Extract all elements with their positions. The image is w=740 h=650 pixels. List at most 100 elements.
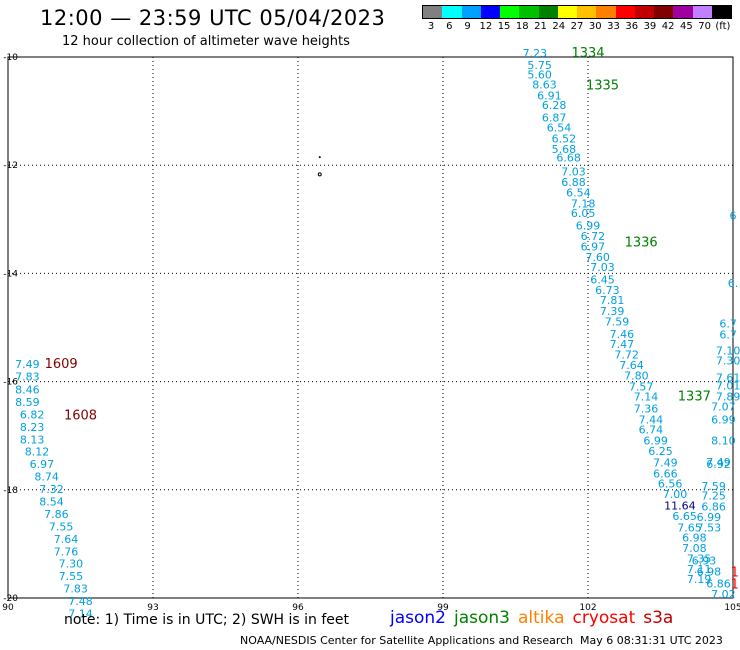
swh-value-label: 7.57	[629, 380, 654, 393]
swh-value-label: 6.7	[719, 318, 737, 331]
scale-color-box	[519, 6, 539, 18]
swh-value-label: 7.07	[711, 400, 736, 413]
swh-value-label: 7.39	[600, 305, 625, 318]
swh-value-label: 7.46	[610, 328, 635, 341]
swh-value-label: 7.03	[561, 165, 586, 178]
swh-value-label: 6.54	[566, 187, 591, 200]
swh-value-label: 7.23	[523, 47, 548, 60]
scale-color-box	[557, 6, 577, 18]
scale-color-box	[692, 6, 712, 18]
swh-value-label: 8.23	[20, 421, 45, 434]
scale-label: 70	[698, 21, 711, 32]
swh-value-label: 7.80	[624, 369, 649, 382]
scale-label: 30	[588, 21, 602, 32]
scale-label: 12	[479, 21, 493, 32]
pass-number-label: 1609	[45, 357, 78, 372]
swh-value-label: 7.18	[571, 197, 596, 210]
lat-tick-label: -16	[3, 378, 18, 388]
swh-value-label: 7.36	[634, 402, 659, 415]
swh-value-label: 7.59	[701, 480, 726, 493]
swh-value-label: 7.61	[716, 372, 740, 385]
swh-value-label: 6.28	[542, 99, 567, 112]
swh-value-label: 6.92	[706, 458, 731, 471]
lat-tick-label: -12	[3, 161, 18, 171]
swh-value-label: 6	[730, 209, 737, 222]
swh-value-label: 7.00	[663, 488, 688, 501]
swh-value-label: 7.03	[590, 261, 615, 274]
swh-value-label: 7.49	[653, 457, 678, 470]
swh-value-label: 8.54	[39, 495, 64, 508]
swh-value-label: 7.30	[59, 558, 84, 571]
swh-value-label: 7.19	[687, 573, 712, 586]
swh-value-label: 6.65	[672, 510, 697, 523]
swh-value-label: 7.60	[585, 251, 610, 264]
scale-label: 33	[607, 21, 620, 32]
map-subtitle: 12 hour collection of altimeter wave hei…	[62, 34, 350, 49]
swh-value-label: 7.86	[44, 508, 69, 521]
scale-label: 6	[446, 21, 453, 32]
swh-value-label: 6.98	[697, 565, 722, 578]
map-frame	[7, 56, 734, 599]
lat-tick-label: -10	[3, 53, 18, 63]
swh-value-label: 6.99	[643, 434, 668, 447]
swh-value-label: 8.46	[15, 384, 40, 397]
swh-value-label: 7.32	[39, 483, 64, 496]
pass-number-label: 1337	[678, 390, 711, 405]
swh-value-label: 7.48	[68, 595, 93, 608]
swh-value-label: 7.02	[711, 588, 736, 601]
swh-value-label: 6.98	[682, 532, 707, 545]
scale-label: 45	[680, 21, 693, 32]
scale-color-box	[615, 6, 635, 18]
pass-number-label: 1334	[571, 46, 604, 61]
scale-color-box	[480, 6, 500, 18]
swh-value-label: 7.64	[54, 533, 79, 546]
satellite-legend-jason2: jason2	[390, 608, 446, 628]
swh-value-label: 8.13	[20, 433, 45, 446]
swh-value-label: 7.72	[614, 348, 639, 361]
swh-value-label: 6.97	[30, 458, 55, 471]
scale-label: 3	[427, 21, 435, 32]
cryosat-partial-label: 1	[731, 577, 739, 592]
lon-tick-label: 102	[579, 603, 596, 613]
swh-value-label: 6.82	[20, 408, 45, 421]
swh-value-label: 7.49	[706, 456, 731, 469]
footer-note: note: 1) Time is in UTC; 2) SWH is in fe…	[64, 612, 350, 628]
lat-tick-label: -14	[3, 269, 18, 279]
swh-value-label: 7.11	[687, 563, 712, 576]
lon-tick-label: 105	[724, 603, 740, 613]
swh-value-label: 6.86	[701, 500, 726, 513]
color-scale-labels: 3 6 9 12 15 18 21 24 27 30 33 36 39 42 45 70 (ft)	[422, 21, 732, 32]
credit-text: NOAA/NESDIS Center for Satellite Applica…	[240, 634, 574, 647]
wave-height-color-scale: 3 6 9 12 15 18 21 24 27 30 33 36 39 42 45 70 (ft)	[422, 5, 732, 35]
swh-value-label: 7.08	[682, 542, 707, 555]
lon-tick-label: 93	[147, 603, 158, 613]
satellite-legend-s3a: s3a	[643, 608, 674, 628]
swh-value-label: 7.55	[49, 520, 74, 533]
swh-value-label: 6.73	[595, 284, 620, 297]
swh-value-label: 6.87	[542, 111, 567, 124]
swh-value-label: 6.05	[571, 207, 596, 220]
swh-value-label: 7.25	[701, 490, 726, 503]
swh-value-label: 6.88	[561, 176, 586, 189]
scale-label: 39	[643, 21, 657, 32]
pass-number-label: 1335	[586, 78, 619, 93]
swh-value-label: 7.14	[68, 607, 93, 620]
swh-value-label: 8.59	[15, 396, 40, 409]
swh-value-label: 6.52	[552, 132, 577, 145]
scale-color-box	[673, 6, 693, 18]
lon-tick-label: 96	[292, 603, 304, 613]
swh-value-label: 7.49	[15, 358, 40, 371]
pass-number-label: 1336	[625, 235, 658, 250]
satellite-legend-altika: altika	[518, 608, 565, 628]
scale-color-box	[634, 6, 654, 18]
swh-value-label: 6.93	[692, 554, 717, 567]
color-scale-boxes	[422, 5, 732, 19]
scale-label: 9	[464, 21, 471, 32]
scale-color-box	[423, 6, 443, 18]
swh-value-label: 8.10	[711, 434, 736, 447]
pass-number-label: 1608	[64, 408, 97, 423]
scale-label: 36	[625, 21, 639, 32]
swh-value-label: 6.99	[697, 511, 722, 524]
swh-value-label: 6.72	[581, 230, 606, 243]
satellite-legend: jason2 jason3 altika cryosat s3a	[390, 608, 681, 628]
